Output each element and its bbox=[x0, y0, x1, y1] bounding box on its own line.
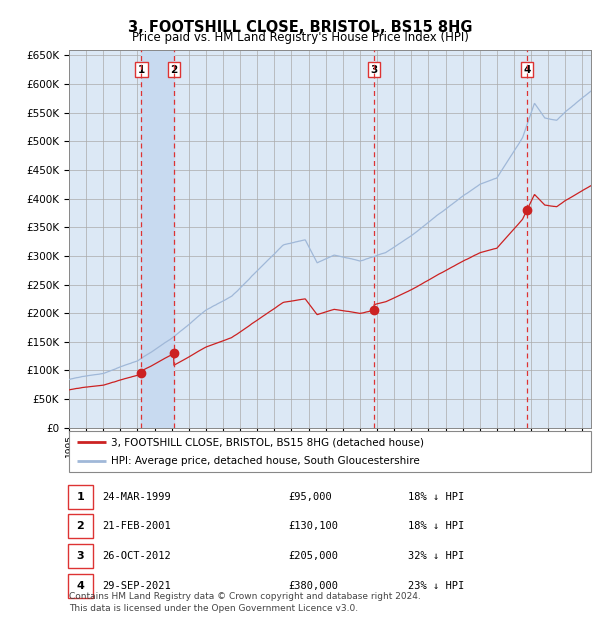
Text: 29-SEP-2021: 29-SEP-2021 bbox=[102, 581, 171, 591]
Text: £130,100: £130,100 bbox=[288, 521, 338, 531]
Text: 4: 4 bbox=[523, 64, 530, 74]
Text: This data is licensed under the Open Government Licence v3.0.: This data is licensed under the Open Gov… bbox=[69, 603, 358, 613]
Text: 4: 4 bbox=[76, 581, 85, 591]
Text: 1: 1 bbox=[77, 492, 84, 502]
Text: 1: 1 bbox=[138, 64, 145, 74]
Text: 21-FEB-2001: 21-FEB-2001 bbox=[102, 521, 171, 531]
Text: 3, FOOTSHILL CLOSE, BRISTOL, BS15 8HG (detached house): 3, FOOTSHILL CLOSE, BRISTOL, BS15 8HG (d… bbox=[111, 437, 424, 447]
Text: 2: 2 bbox=[170, 64, 178, 74]
Text: £380,000: £380,000 bbox=[288, 581, 338, 591]
Text: 18% ↓ HPI: 18% ↓ HPI bbox=[408, 492, 464, 502]
Text: 24-MAR-1999: 24-MAR-1999 bbox=[102, 492, 171, 502]
Text: Contains HM Land Registry data © Crown copyright and database right 2024.: Contains HM Land Registry data © Crown c… bbox=[69, 592, 421, 601]
Text: 26-OCT-2012: 26-OCT-2012 bbox=[102, 551, 171, 561]
Text: 3: 3 bbox=[77, 551, 84, 561]
Text: 18% ↓ HPI: 18% ↓ HPI bbox=[408, 521, 464, 531]
Text: 3, FOOTSHILL CLOSE, BRISTOL, BS15 8HG: 3, FOOTSHILL CLOSE, BRISTOL, BS15 8HG bbox=[128, 20, 472, 35]
Text: 32% ↓ HPI: 32% ↓ HPI bbox=[408, 551, 464, 561]
Text: HPI: Average price, detached house, South Gloucestershire: HPI: Average price, detached house, Sout… bbox=[111, 456, 419, 466]
Text: 2: 2 bbox=[77, 521, 84, 531]
Bar bbox=[142, 50, 174, 428]
Text: £95,000: £95,000 bbox=[288, 492, 332, 502]
Text: £205,000: £205,000 bbox=[288, 551, 338, 561]
FancyBboxPatch shape bbox=[69, 431, 591, 472]
Text: 3: 3 bbox=[370, 64, 377, 74]
Text: 23% ↓ HPI: 23% ↓ HPI bbox=[408, 581, 464, 591]
Text: Price paid vs. HM Land Registry's House Price Index (HPI): Price paid vs. HM Land Registry's House … bbox=[131, 31, 469, 44]
